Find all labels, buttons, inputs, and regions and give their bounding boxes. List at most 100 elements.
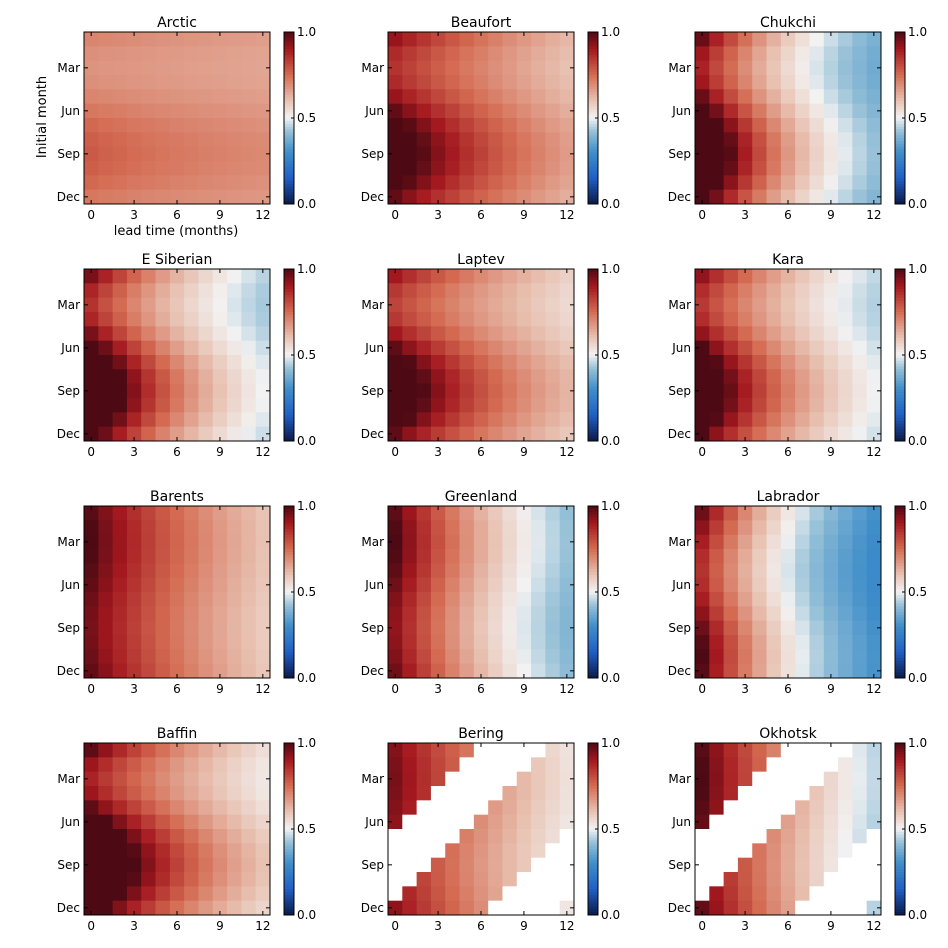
heat-cell (459, 269, 475, 284)
heat-cell (780, 383, 796, 399)
heat-cell (459, 32, 475, 47)
heat-cell (473, 103, 489, 119)
colorbar-segment (588, 363, 598, 367)
heat-cell (838, 175, 853, 191)
heat-cell (84, 189, 99, 205)
colorbar-segment (895, 571, 905, 576)
heat-cell (531, 663, 546, 679)
heat-cell (809, 520, 825, 536)
heat-cell (198, 326, 214, 342)
heat-cell (545, 32, 561, 47)
colorbar-segment (284, 306, 294, 310)
colorbar-segment (895, 820, 905, 824)
heat-cell (737, 283, 753, 299)
heat-cell (809, 857, 825, 873)
heat-cell (516, 563, 532, 579)
colorbar-segment (588, 161, 598, 165)
heat-cell (388, 649, 403, 665)
heat-cell (416, 89, 432, 105)
heat-cell (559, 649, 575, 665)
heat-cell (809, 118, 825, 133)
heat-cell (723, 269, 739, 284)
colorbar-tick-label: 0.5 (601, 111, 620, 125)
heat-cell (255, 635, 271, 650)
heat-cell (141, 283, 156, 299)
heat-cell (795, 175, 810, 191)
heat-cell (723, 326, 739, 342)
heat-cell (766, 132, 782, 148)
heat-cell (416, 412, 432, 428)
heat-cell (809, 412, 825, 428)
colorbar-segment (284, 520, 294, 524)
heat-cell (488, 146, 503, 162)
heat-cell (559, 269, 575, 284)
colorbar-segment (895, 592, 905, 596)
heat-cell (852, 146, 868, 162)
heat-cell (241, 46, 257, 62)
heat-cell (866, 829, 882, 844)
heat-cell (98, 355, 114, 370)
heat-cell (169, 786, 185, 801)
heat-cell (752, 577, 767, 593)
heat-cell (198, 161, 214, 176)
heat-cell (545, 369, 561, 385)
heat-cell (227, 743, 242, 758)
heat-cell (531, 146, 546, 162)
heat-cell (98, 269, 114, 284)
heat-cell (723, 549, 739, 564)
heat-cell (502, 412, 518, 428)
heat-cell (241, 577, 257, 593)
heat-cell (866, 592, 882, 607)
heat-cell (402, 771, 418, 787)
heat-cell (255, 577, 271, 593)
colorbar-segment (895, 569, 905, 573)
colorbar-segment (588, 872, 598, 876)
heat-cell (416, 872, 432, 887)
colorbar-segment (588, 571, 598, 576)
x-tick-label: 0 (698, 445, 706, 459)
y-tick-label: Dec (57, 190, 80, 204)
colorbar-segment (895, 655, 905, 659)
colorbar-segment (588, 392, 598, 396)
colorbar-segment (895, 528, 905, 533)
heat-cell (502, 355, 518, 370)
heat-cell (141, 398, 156, 413)
colorbar-segment (588, 748, 598, 753)
heat-cell (241, 857, 257, 873)
heat-cell (695, 534, 710, 550)
heat-cell (516, 620, 532, 636)
heat-cell (430, 103, 446, 119)
heat-cell (752, 369, 767, 385)
heat-cell (866, 757, 882, 773)
heat-cell (459, 132, 475, 148)
heat-cell (416, 269, 432, 284)
heat-cell (488, 635, 503, 650)
heat-cell (155, 46, 171, 62)
heat-cell (559, 549, 575, 564)
heat-cell (416, 843, 432, 859)
colorbar-segment (588, 669, 598, 673)
colorbar-segment (588, 886, 598, 890)
heat-cell (752, 563, 767, 579)
colorbar-tick-label: 0.0 (601, 197, 620, 211)
heat-cell (241, 520, 257, 536)
heat-cell (241, 118, 257, 133)
heat-cell (695, 103, 710, 119)
heat-cell (212, 872, 228, 887)
heat-cell (488, 620, 503, 636)
x-tick-label: 0 (391, 208, 399, 222)
heat-cell (531, 398, 546, 413)
colorbar-segment (588, 32, 598, 36)
heat-cell (473, 46, 489, 62)
heat-cell (866, 563, 882, 579)
colorbar-segment (588, 438, 598, 442)
heat-cell (227, 175, 242, 191)
heat-cell (473, 563, 489, 579)
colorbar-segment (284, 866, 294, 870)
heat-cell (430, 829, 446, 844)
colorbar-segment (284, 363, 294, 367)
heat-cell (141, 269, 156, 284)
colorbar-segment (284, 814, 294, 819)
x-tick-label: 9 (827, 445, 835, 459)
